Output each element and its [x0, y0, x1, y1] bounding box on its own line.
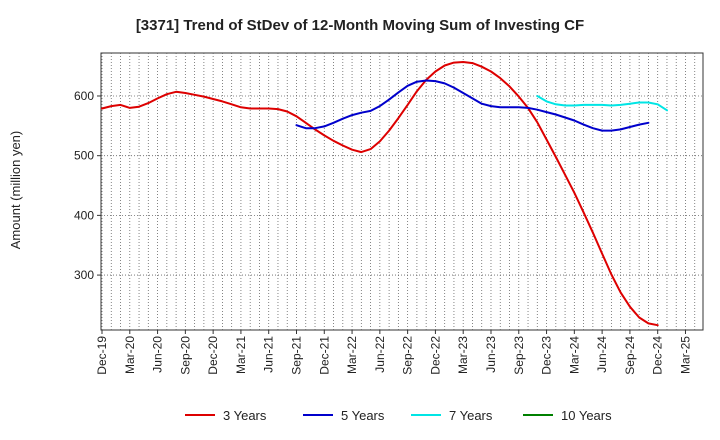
- x-tick-label: Sep-23: [512, 336, 526, 375]
- x-tick-label: Mar-24: [567, 336, 581, 374]
- x-tick-label: Sep-24: [623, 336, 637, 375]
- x-tick-label: Sep-22: [401, 336, 415, 375]
- y-tick-label: 300: [74, 268, 94, 282]
- x-tick-label: Dec-19: [95, 336, 109, 375]
- plot-area: [100, 52, 704, 331]
- legend-label: 5 Years: [341, 408, 385, 423]
- x-tick-label: Jun-23: [484, 336, 498, 373]
- x-tick-label: Mar-20: [123, 336, 137, 374]
- y-tick-label: 600: [74, 89, 94, 103]
- x-tick-label: Dec-24: [651, 336, 665, 375]
- x-axis-ticks: Dec-19 Mar-20 Jun-20 Sep-20 Dec-20 Mar-21 Jun-…: [95, 330, 692, 375]
- series-lines: [101, 61, 668, 327]
- x-tick-label: Sep-20: [178, 336, 192, 375]
- x-tick-label: Dec-21: [317, 336, 331, 375]
- x-tick-label: Mar-21: [234, 336, 248, 374]
- series-line-5-years: [295, 79, 650, 132]
- y-axis-label: Amount (million yen): [8, 131, 23, 250]
- x-tick-label: Dec-22: [428, 336, 442, 375]
- y-tick-label: 500: [74, 149, 94, 163]
- x-tick-label: Mar-23: [456, 336, 470, 374]
- x-tick-label: Jun-24: [595, 336, 609, 373]
- chart-title: [3371] Trend of StDev of 12-Month Moving…: [136, 17, 584, 34]
- y-tick-label: 400: [74, 208, 94, 222]
- x-tick-label: Mar-25: [678, 336, 692, 374]
- x-tick-label: Jun-20: [151, 336, 165, 373]
- series-line-7-years: [536, 95, 668, 112]
- legend-label: 7 Years: [449, 408, 493, 423]
- legend-label: 10 Years: [561, 408, 612, 423]
- series-line-3-years: [101, 61, 659, 327]
- legend-label: 3 Years: [223, 408, 267, 423]
- x-tick-label: Jun-22: [373, 336, 387, 373]
- x-tick-label: Dec-23: [540, 336, 554, 375]
- x-tick-label: Sep-21: [289, 336, 303, 375]
- x-tick-label: Jun-21: [262, 336, 276, 373]
- x-tick-label: Dec-20: [206, 336, 220, 375]
- y-axis-ticks: 300 400 500 600: [74, 89, 101, 282]
- x-tick-label: Mar-22: [345, 336, 359, 374]
- legend: 3 Years 5 Years 7 Years 10 Years: [185, 408, 612, 423]
- grid-lines: [101, 53, 703, 330]
